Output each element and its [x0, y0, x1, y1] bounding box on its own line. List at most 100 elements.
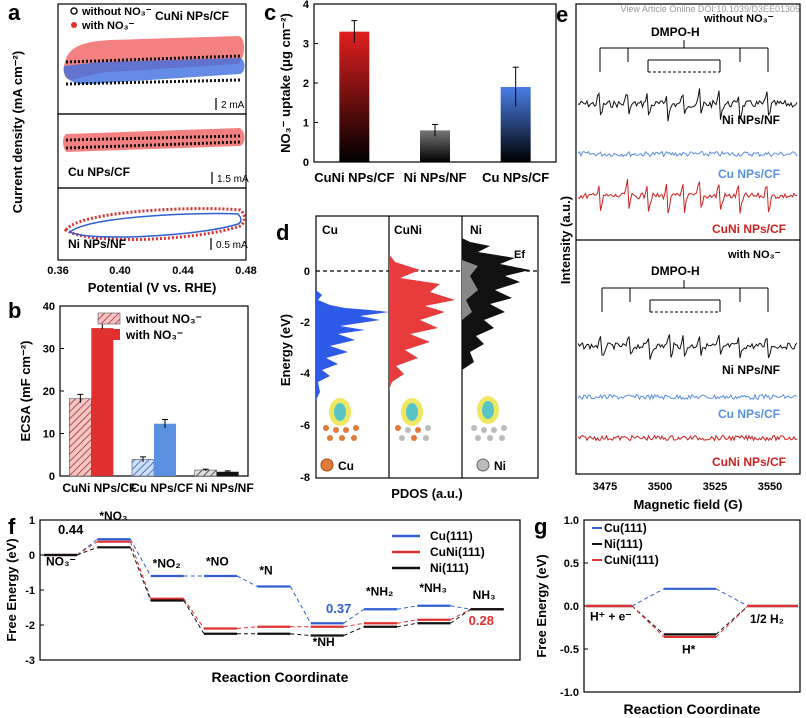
ylabel-d: Energy (eV) — [278, 314, 293, 386]
tree-top — [599, 40, 769, 72]
step-label-f: *NH — [313, 635, 335, 649]
tick-e-0: 3475 — [593, 481, 617, 493]
legend-b-swatch-without — [97, 312, 121, 325]
ytick-f: 0 — [29, 550, 35, 562]
ytick-b: 30 — [43, 344, 55, 356]
dmpo-top: DMPO-H — [651, 25, 700, 39]
ytick-f: -1 — [25, 585, 35, 597]
legend-cu-text: Cu — [338, 459, 354, 473]
legend-g-text: Cu(111) — [604, 521, 647, 535]
ytick-g: -0.5 — [560, 644, 579, 656]
scale-1: 2 mA — [221, 100, 245, 111]
panel-f-letter: f — [8, 514, 16, 539]
connector-f — [396, 622, 418, 628]
crystal-ni — [471, 396, 507, 441]
connector-f — [237, 626, 258, 629]
connector-f — [183, 598, 205, 629]
panel-c-letter: c — [264, 0, 276, 25]
esr-bottom-title: with NO₃⁻ — [727, 249, 781, 261]
ytick-f: -2 — [25, 620, 35, 632]
esr-top-cu: Cu NPs/CF — [718, 167, 780, 181]
pdos-col-ni: Ni — [470, 223, 482, 237]
connector-f — [183, 600, 205, 635]
step-label-f: *NO₃ — [99, 509, 127, 523]
connector-f — [289, 586, 312, 624]
connector-f — [236, 575, 258, 587]
step-label-f: *NH₂ — [366, 584, 393, 598]
panel-g-letter: g — [534, 514, 547, 539]
panel-f: f 1 0 -1 -2 -3 NO₃⁻ *NO₃ *NO₂ *NO *N *NH *NH₂ *NH₃ NH… — [4, 509, 521, 685]
legend-g-text: CuNi(111) — [604, 553, 659, 567]
step-label-f: NH₃ — [473, 588, 496, 602]
connector-f — [450, 608, 471, 624]
tick-d-2: -4 — [300, 368, 311, 380]
panel-c: c 0 1 2 3 4 CuNi NPs/CF Ni NPs/NF Cu NPs/CF NO₃⁻… — [264, 0, 557, 185]
chart-g: 1.0 0.5 0.0 -0.5 -1.0 Cu(111) Ni(111) CuNi(111)… — [534, 515, 801, 717]
esr-top-cuni: CuNi NPs/CF — [712, 222, 786, 236]
xlabel-d: PDOS (a.u.) — [391, 486, 463, 501]
cv-cuni-without-line — [65, 54, 241, 86]
tick-e-2: 3525 — [703, 481, 727, 493]
ytick-c: 3 — [303, 39, 309, 51]
connector-f — [129, 541, 152, 599]
xtick-b: CuNi NPs/CF — [62, 481, 136, 495]
connector-f — [450, 605, 471, 610]
legend-a-without-marker — [70, 7, 78, 15]
label-cuni-cf: CuNi NPs/CF — [155, 9, 229, 23]
connector-f — [290, 633, 311, 636]
tick-e-1: 3500 — [648, 481, 672, 493]
tick-d-3: -6 — [300, 420, 310, 432]
ytick-b: 40 — [43, 301, 55, 313]
legend-ni-text: Ni — [494, 459, 506, 473]
bar-b — [154, 423, 176, 476]
ylabel-b: ECSA (mF cm⁻²) — [18, 341, 33, 442]
connector-f — [76, 541, 98, 556]
cv-ni-without — [68, 212, 242, 238]
tick-d-1: -2 — [300, 317, 310, 329]
pdos-cu — [316, 290, 389, 400]
esr-bottom-cu: Cu NPs/CF — [718, 407, 780, 421]
ylabel-f: Free Energy (eV) — [4, 538, 19, 641]
tree-bottom — [601, 280, 769, 312]
legend-a-with: with NO₃⁻ — [81, 20, 135, 32]
scale-3: 0.5 mA — [216, 240, 248, 251]
xtick-b: Ni NPs/NF — [196, 481, 254, 495]
watermark: View Article Online DOI:10.1039/D3EE0130… — [621, 4, 800, 14]
legend-f-text: CuNi(111) — [430, 545, 485, 559]
connector-g — [715, 588, 749, 607]
fermi-label: Ef — [514, 249, 525, 261]
bar-b — [216, 471, 239, 476]
connector-f — [343, 622, 365, 628]
panel-d: d Cu CuNi Ni Ef — [276, 215, 539, 501]
esr-bottom-ni: Ni NPs/NF — [722, 363, 780, 377]
esr-trace-bottom-ni — [577, 334, 798, 360]
cv-cu-without-line — [65, 134, 241, 150]
esr-trace-bottom-cu — [577, 393, 798, 401]
legend-a-without: without NO₃⁻ — [81, 6, 152, 18]
panel-e: e View Article Online DOI:10.1039/D3EE01… — [556, 2, 801, 512]
xtick-c: Cu NPs/CF — [482, 170, 549, 185]
step-label-f: *N — [259, 563, 272, 577]
cv-cuni-without-fill — [63, 58, 245, 85]
panel-e-letter: e — [556, 2, 568, 27]
panel-d-letter: d — [276, 220, 289, 245]
legend-f-text: Ni(111) — [430, 561, 469, 575]
xlabel-e: Magnetic field (G) — [633, 497, 742, 512]
bar-b — [91, 328, 114, 476]
ylabel-c: NO₃⁻ uptake (μg cm⁻²) — [278, 13, 293, 153]
cv-ni-with-nitrate — [63, 207, 246, 242]
ytick-g: -1.0 — [560, 687, 579, 699]
ytick-c: 1 — [303, 118, 309, 130]
legend-f-text: Cu(111) — [430, 529, 473, 543]
tick-a-0: 0.36 — [47, 265, 68, 277]
xtick-b: Cu NPs/CF — [131, 481, 193, 495]
esr-traces — [577, 88, 798, 442]
step-g-0: H⁺ + e⁻ — [590, 610, 632, 624]
xlabel-g: Reaction Coordinate — [624, 701, 761, 717]
esr-trace-top-cu — [577, 150, 798, 158]
dmpo-bottom: DMPO-H — [651, 264, 700, 278]
connector-g — [631, 605, 665, 638]
ytick-b: 10 — [43, 429, 55, 441]
pdos-cuni — [389, 254, 455, 390]
